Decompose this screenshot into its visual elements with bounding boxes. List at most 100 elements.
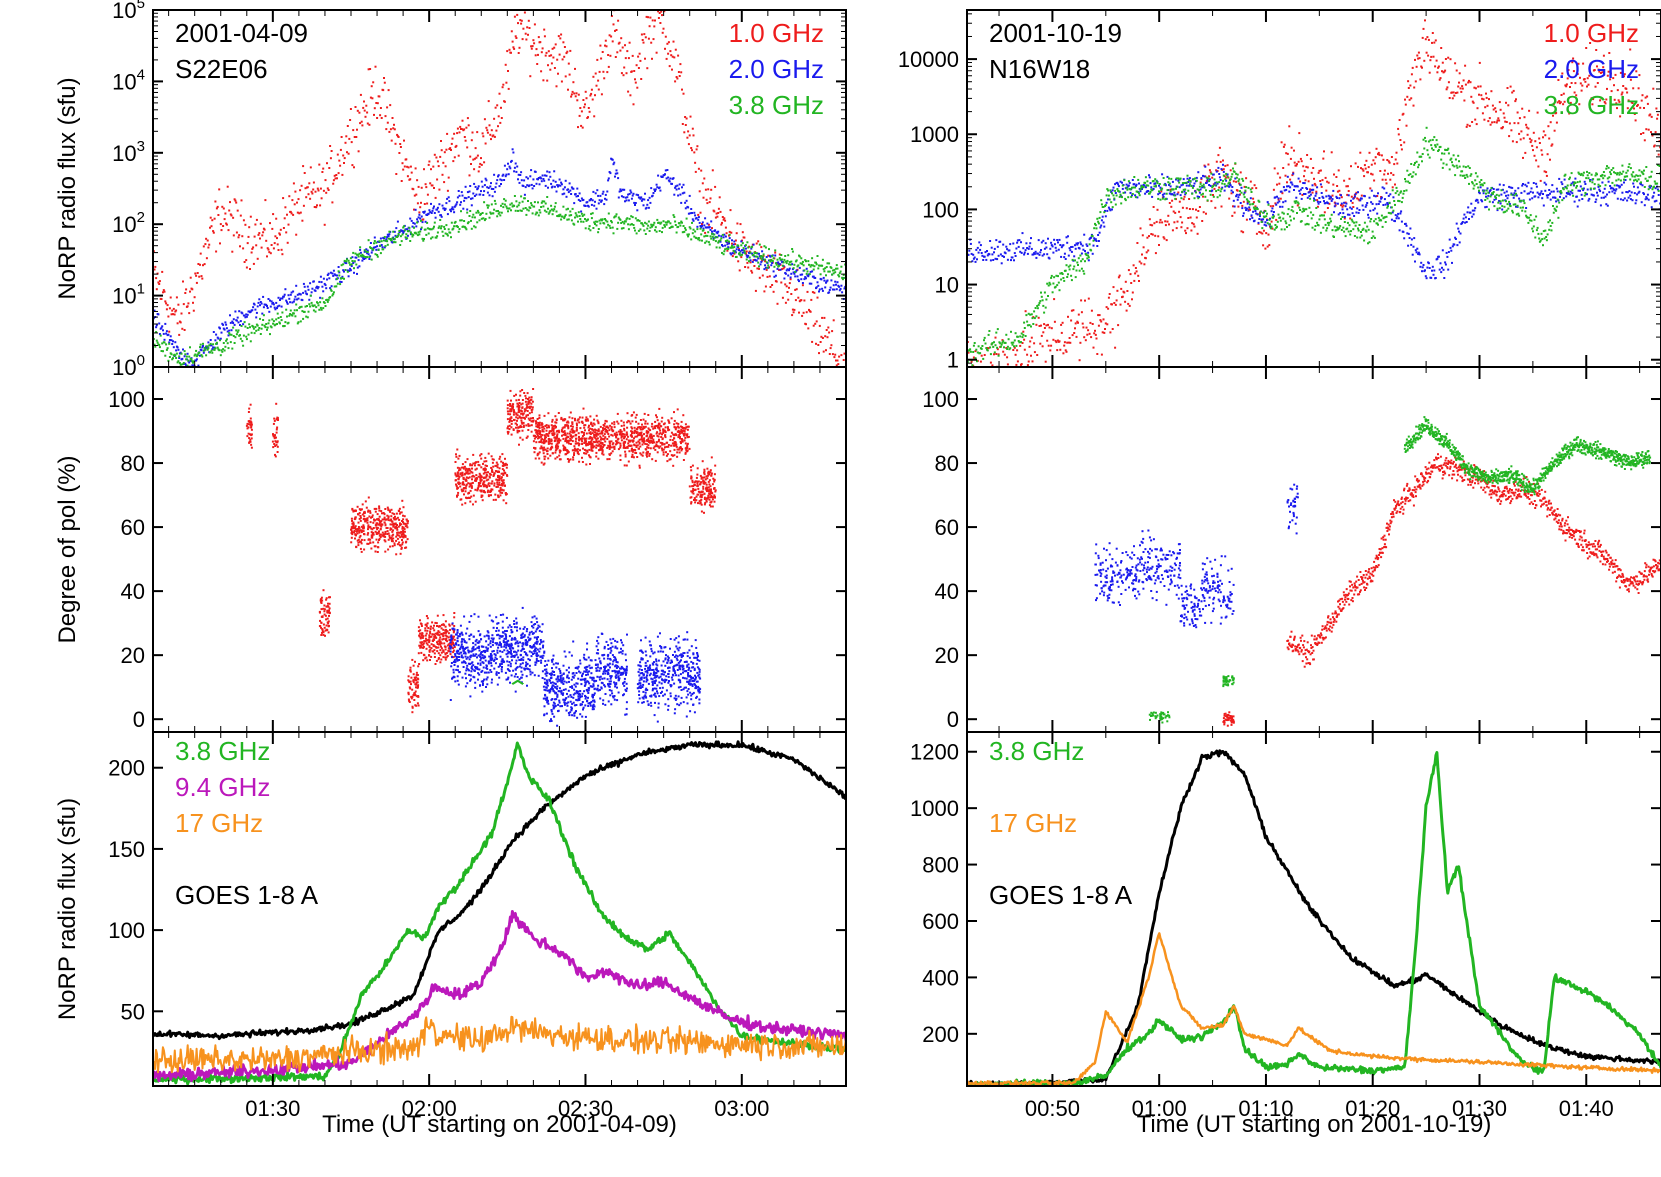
data-point	[210, 225, 213, 228]
data-point	[683, 131, 686, 134]
data-point	[473, 182, 476, 185]
data-point	[217, 337, 220, 340]
data-point	[170, 339, 173, 342]
data-point	[570, 186, 573, 189]
data-point	[603, 77, 606, 80]
data-point	[444, 648, 447, 651]
data-point	[334, 274, 337, 277]
data-point	[635, 428, 638, 431]
data-point	[433, 153, 436, 156]
data-point	[267, 298, 270, 300]
data-point	[470, 219, 472, 222]
data-point	[386, 240, 389, 243]
data-point	[587, 218, 589, 221]
data-point	[357, 513, 360, 516]
data-point	[726, 249, 729, 252]
data-point	[435, 236, 438, 239]
data-point	[353, 267, 355, 270]
data-point	[496, 483, 499, 486]
data-point	[730, 246, 733, 249]
data-point	[551, 446, 554, 449]
data-point	[831, 353, 834, 356]
data-point	[327, 631, 330, 634]
data-point	[262, 306, 265, 309]
data-point	[647, 206, 650, 209]
data-point	[416, 702, 419, 705]
data-point	[818, 290, 820, 293]
data-point	[604, 197, 606, 200]
data-point	[337, 270, 340, 273]
data-point	[532, 420, 535, 423]
data-point	[671, 68, 673, 71]
data-point	[628, 41, 631, 44]
data-point	[155, 331, 158, 334]
data-point	[346, 258, 348, 261]
data-point	[172, 346, 175, 349]
data-point	[724, 240, 727, 243]
data-point	[405, 158, 408, 161]
data-point	[611, 40, 614, 43]
data-point	[669, 450, 672, 453]
data-point	[295, 233, 298, 236]
data-point	[419, 646, 422, 649]
data-point	[789, 278, 792, 281]
data-point	[725, 247, 728, 250]
data-point	[723, 250, 726, 253]
data-point	[500, 106, 502, 109]
data-point	[791, 263, 794, 266]
data-point	[546, 196, 549, 198]
data-point	[462, 482, 465, 485]
data-point	[477, 475, 480, 478]
data-point	[674, 80, 677, 83]
data-point	[426, 193, 429, 196]
data-point	[374, 65, 377, 68]
data-point	[400, 533, 403, 536]
data-point	[553, 185, 556, 188]
data-point	[692, 228, 695, 231]
data-point	[711, 227, 713, 230]
data-point	[644, 442, 647, 445]
data-point	[659, 432, 662, 435]
data-point	[836, 281, 839, 284]
data-point	[422, 646, 425, 649]
data-point	[477, 170, 480, 173]
data-point	[513, 170, 516, 173]
data-point	[495, 129, 498, 132]
data-point	[709, 228, 712, 231]
data-point	[591, 98, 594, 101]
data-point	[476, 477, 479, 480]
data-point	[549, 209, 552, 212]
data-point	[536, 424, 539, 426]
data-point	[566, 452, 569, 454]
data-point	[359, 540, 361, 543]
data-point	[232, 322, 235, 324]
data-point	[661, 14, 663, 17]
data-point	[495, 210, 498, 213]
data-point	[620, 227, 623, 230]
data-point	[682, 432, 685, 435]
data-point	[797, 278, 800, 281]
data-point	[842, 273, 845, 276]
data-point	[496, 466, 499, 469]
data-point	[638, 219, 641, 222]
data-point	[634, 202, 637, 204]
data-point	[589, 431, 592, 434]
data-point	[439, 219, 442, 221]
data-point	[406, 175, 409, 178]
data-point	[614, 175, 616, 178]
data-point	[574, 67, 576, 70]
data-point	[745, 254, 748, 257]
data-point	[155, 324, 158, 327]
data-point	[386, 514, 389, 517]
data-point	[636, 426, 639, 429]
data-point	[550, 208, 553, 211]
data-point	[689, 227, 692, 230]
data-point	[168, 330, 171, 333]
data-point	[249, 420, 252, 423]
data-point	[238, 234, 241, 237]
data-point	[672, 40, 675, 43]
data-point	[673, 448, 676, 451]
data-point	[678, 431, 680, 434]
data-point	[459, 485, 462, 488]
data-point	[414, 208, 417, 211]
